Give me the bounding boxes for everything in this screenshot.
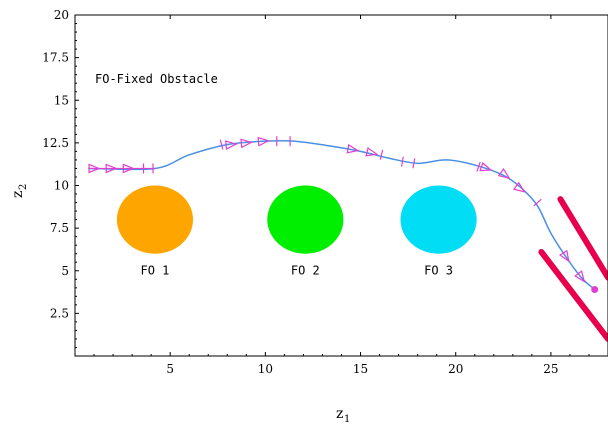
annotation-text: FO-Fixed Obstacle	[95, 72, 218, 86]
y-axis-title: z 2	[10, 184, 29, 198]
y-tick-label: 20	[54, 8, 69, 22]
x-axis-label: z	[336, 406, 343, 422]
direction-marker	[558, 249, 570, 263]
x-axis-label-subscript: 1	[344, 414, 350, 425]
wall-segment-1	[557, 196, 608, 281]
goal-point	[591, 286, 599, 294]
markers-layer	[88, 136, 599, 294]
waypoint-marker	[219, 139, 224, 150]
direction-marker	[346, 143, 360, 154]
axes-layer	[74, 14, 608, 357]
y-tick-label: 5	[61, 264, 69, 278]
trajectory-line	[88, 139, 596, 291]
obstacle-1	[116, 185, 194, 254]
path-layer	[88, 139, 596, 291]
direction-marker	[240, 138, 253, 149]
direction-marker	[497, 168, 511, 180]
waypoint-marker	[476, 161, 481, 172]
x-tick-label: 10	[258, 362, 273, 376]
obstacle-label-1: FO 1	[140, 264, 169, 278]
x-tick-label: 25	[543, 362, 558, 376]
waypoint-marker	[533, 198, 542, 207]
y-tick-label: 10	[54, 179, 69, 193]
obstacle-2	[267, 185, 344, 254]
waypoint-marker	[400, 156, 404, 167]
y-tick-label: 12.5	[42, 136, 69, 150]
direction-marker	[574, 270, 586, 283]
y-tick-label: 17.5	[42, 51, 69, 65]
obstacle-label-2: FO 2	[291, 264, 320, 278]
y-tick-label: 7.5	[50, 221, 69, 235]
y-axis-label-subscript: 2	[18, 184, 29, 190]
obstacle-label-3: FO 3	[424, 264, 453, 278]
direction-marker	[257, 136, 271, 147]
x-axis-title: z 1	[336, 406, 350, 425]
plot-frame	[74, 14, 608, 357]
walls-layer	[538, 196, 608, 342]
ticks-layer: 5 10 15 20 25 2.5 5 7.5 10 12.5 15 17.5 20	[42, 8, 590, 376]
direction-marker	[513, 181, 526, 193]
obstacle-3	[400, 185, 477, 254]
x-tick-label: 20	[448, 362, 463, 376]
x-tick-label: 15	[353, 362, 368, 376]
y-tick-label: 2.5	[50, 306, 69, 320]
waypoint-marker	[412, 158, 416, 169]
direction-marker	[479, 161, 493, 172]
y-axis-label: z	[10, 191, 26, 198]
obstacles-layer: FO 1 FO 2 FO 3	[116, 185, 477, 278]
y-tick-label: 15	[54, 93, 69, 107]
x-tick-label: 5	[166, 362, 174, 376]
direction-marker	[225, 140, 238, 150]
direction-marker	[365, 147, 379, 157]
wall-segment-2	[538, 248, 608, 342]
waypoint-marker	[379, 149, 384, 160]
